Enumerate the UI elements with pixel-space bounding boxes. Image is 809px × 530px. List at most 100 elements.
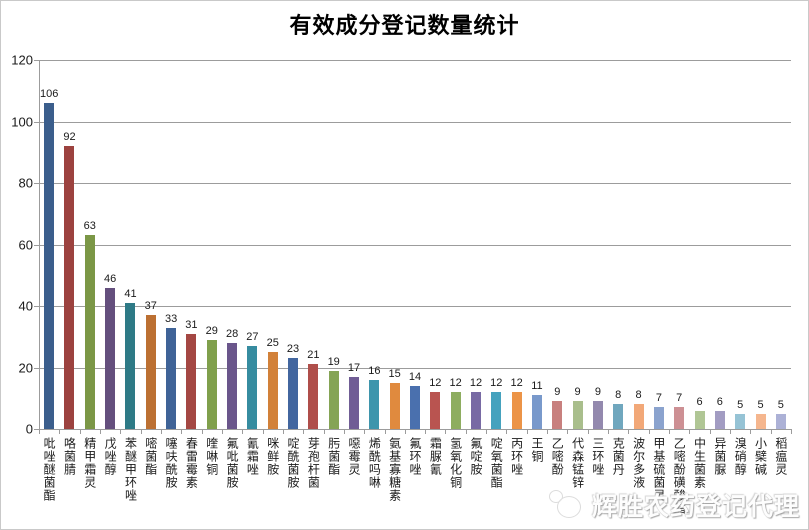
x-axis-label-精甲霜灵: 精甲霜灵 <box>82 437 97 489</box>
x-axis-label-乙嘧酚: 乙嘧酚 <box>550 437 565 476</box>
x-axis-label-苯醚甲环唑: 苯醚甲环唑 <box>123 437 138 502</box>
x-axis-tick-1 <box>59 429 61 434</box>
bar-春雷霉素 <box>186 333 197 429</box>
bar-value-label-丙环唑: 12 <box>510 377 523 390</box>
x-axis-label-烯酰吗啉: 烯酰吗啉 <box>367 437 382 489</box>
y-axis-label-60: 60 <box>18 237 33 252</box>
bar-小檗碱 <box>755 413 766 429</box>
x-axis-label-氟啶胺: 氟啶胺 <box>468 437 483 476</box>
x-axis-tick-2 <box>79 429 81 434</box>
x-axis-tick-7 <box>181 429 183 434</box>
bar-value-label-氰霜唑: 27 <box>246 330 259 343</box>
x-axis-label-异菌脲: 异菌脲 <box>712 437 727 476</box>
bar-value-label-氨基寡糖素: 15 <box>388 367 401 380</box>
x-axis-tick-30 <box>648 429 650 434</box>
bar-氟吡菌胺 <box>227 342 238 429</box>
x-axis-label-啶酰菌胺: 啶酰菌胺 <box>286 437 301 489</box>
bar-value-label-嘧菌酯: 37 <box>144 300 157 313</box>
bar-value-label-三环唑: 9 <box>594 386 601 399</box>
bar-value-label-乙嘧酚磺酸酯: 7 <box>676 392 683 405</box>
bar-噻呋酰胺 <box>166 327 177 429</box>
x-axis-label-噁霉灵: 噁霉灵 <box>347 437 362 476</box>
x-axis-tick-31 <box>669 429 671 434</box>
bar-甲基硫菌灵 <box>653 407 664 429</box>
bar-value-label-咯菌腈: 92 <box>63 131 76 144</box>
x-axis-label-代森锰锌: 代森锰锌 <box>570 437 585 489</box>
bar-value-label-波尔多液: 8 <box>635 389 642 402</box>
bar-嘧菌酯 <box>145 315 156 429</box>
y-axis-tick-20 <box>34 367 39 369</box>
bar-王铜 <box>531 395 542 429</box>
bar-value-label-氢氧化铜: 12 <box>449 377 462 390</box>
x-axis-tick-29 <box>628 429 630 434</box>
bar-氰霜唑 <box>247 345 258 429</box>
x-axis-label-芽孢杆菌: 芽孢杆菌 <box>306 437 321 489</box>
x-axis-tick-15 <box>343 429 345 434</box>
bar-吡唑醚菌酯 <box>44 103 55 429</box>
bar-苯醚甲环唑 <box>125 302 136 429</box>
bar-克菌丹 <box>613 404 624 429</box>
x-axis-label-甲基硫菌灵: 甲基硫菌灵 <box>651 437 666 502</box>
y-axis-label-100: 100 <box>11 114 33 129</box>
x-axis-label-氰霜唑: 氰霜唑 <box>245 437 260 476</box>
bar-氟环唑 <box>410 385 420 429</box>
x-axis-tick-16 <box>364 429 366 434</box>
y-axis-label-80: 80 <box>18 175 33 191</box>
x-axis-tick-19 <box>425 429 427 434</box>
bar-value-label-春雷霉素: 31 <box>185 318 198 331</box>
bar-value-label-吡唑醚菌酯: 106 <box>39 88 59 101</box>
bar-value-label-乙嘧酚: 9 <box>554 386 561 399</box>
x-axis-label-稻瘟灵: 稻瘟灵 <box>773 437 788 476</box>
bar-霜脲氰 <box>430 392 441 429</box>
x-axis-tick-24 <box>526 429 528 434</box>
x-axis-label-王铜: 王铜 <box>529 437 544 463</box>
x-axis-label-春雷霉素: 春雷霉素 <box>184 437 199 489</box>
bar-咪鲜胺 <box>267 352 278 429</box>
bar-乙嘧酚 <box>552 401 563 429</box>
bar-value-label-氟啶胺: 12 <box>469 377 483 390</box>
x-axis-label-咯菌腈: 咯菌腈 <box>62 437 77 476</box>
bar-中生菌素 <box>694 410 705 429</box>
y-axis-tick-100 <box>34 121 39 123</box>
x-axis-tick-32 <box>689 429 691 434</box>
bar-乙嘧酚磺酸酯 <box>674 407 685 429</box>
bar-value-label-溴硝醇: 5 <box>737 398 744 411</box>
bar-value-label-小檗碱: 5 <box>757 398 764 411</box>
bar-代森锰锌 <box>572 401 583 429</box>
x-axis-tick-11 <box>262 429 264 434</box>
x-axis-tick-27 <box>587 429 589 434</box>
bar-溴硝醇 <box>735 413 746 429</box>
bar-啶氧菌酯 <box>491 392 502 429</box>
bar-value-label-烯酰吗啉: 16 <box>368 364 381 377</box>
bar-丙环唑 <box>511 392 522 429</box>
x-axis-label-嘧菌酯: 嘧菌酯 <box>143 437 158 476</box>
bar-异菌脲 <box>714 410 725 429</box>
x-axis-tick-9 <box>221 429 223 434</box>
bar-噁霉灵 <box>349 376 360 429</box>
x-axis-tick-35 <box>750 429 752 434</box>
y-axis-label-120: 120 <box>11 52 33 68</box>
y-axis-line <box>39 60 40 429</box>
x-axis-label-啶氧菌酯: 啶氧菌酯 <box>489 437 504 489</box>
bar-value-label-啶氧菌酯: 12 <box>490 377 503 390</box>
bar-value-label-异菌脲: 6 <box>716 395 723 408</box>
x-axis-tick-14 <box>323 429 325 434</box>
bar-value-label-代森锰锌: 9 <box>574 386 581 399</box>
gridline-100 <box>39 121 791 123</box>
x-axis-label-霜脲氰: 霜脲氰 <box>428 437 443 476</box>
bar-value-label-甲基硫菌灵: 7 <box>655 392 662 405</box>
gridline-40 <box>39 306 791 307</box>
bar-烯酰吗啉 <box>369 379 380 429</box>
bar-肟菌酯 <box>328 370 339 429</box>
x-axis-tick-23 <box>506 429 508 434</box>
bar-氨基寡糖素 <box>389 382 400 429</box>
gridline-80 <box>39 183 791 184</box>
bar-value-label-苯醚甲环唑: 41 <box>124 287 137 300</box>
x-axis-label-吡唑醚菌酯: 吡唑醚菌酯 <box>42 437 57 502</box>
x-axis-line <box>34 429 791 430</box>
x-axis-label-氨基寡糖素: 氨基寡糖素 <box>387 437 402 502</box>
chart-title: 有效成分登记数量统计 <box>289 13 520 38</box>
y-axis-label-20: 20 <box>18 360 33 375</box>
bar-波尔多液 <box>633 404 644 429</box>
